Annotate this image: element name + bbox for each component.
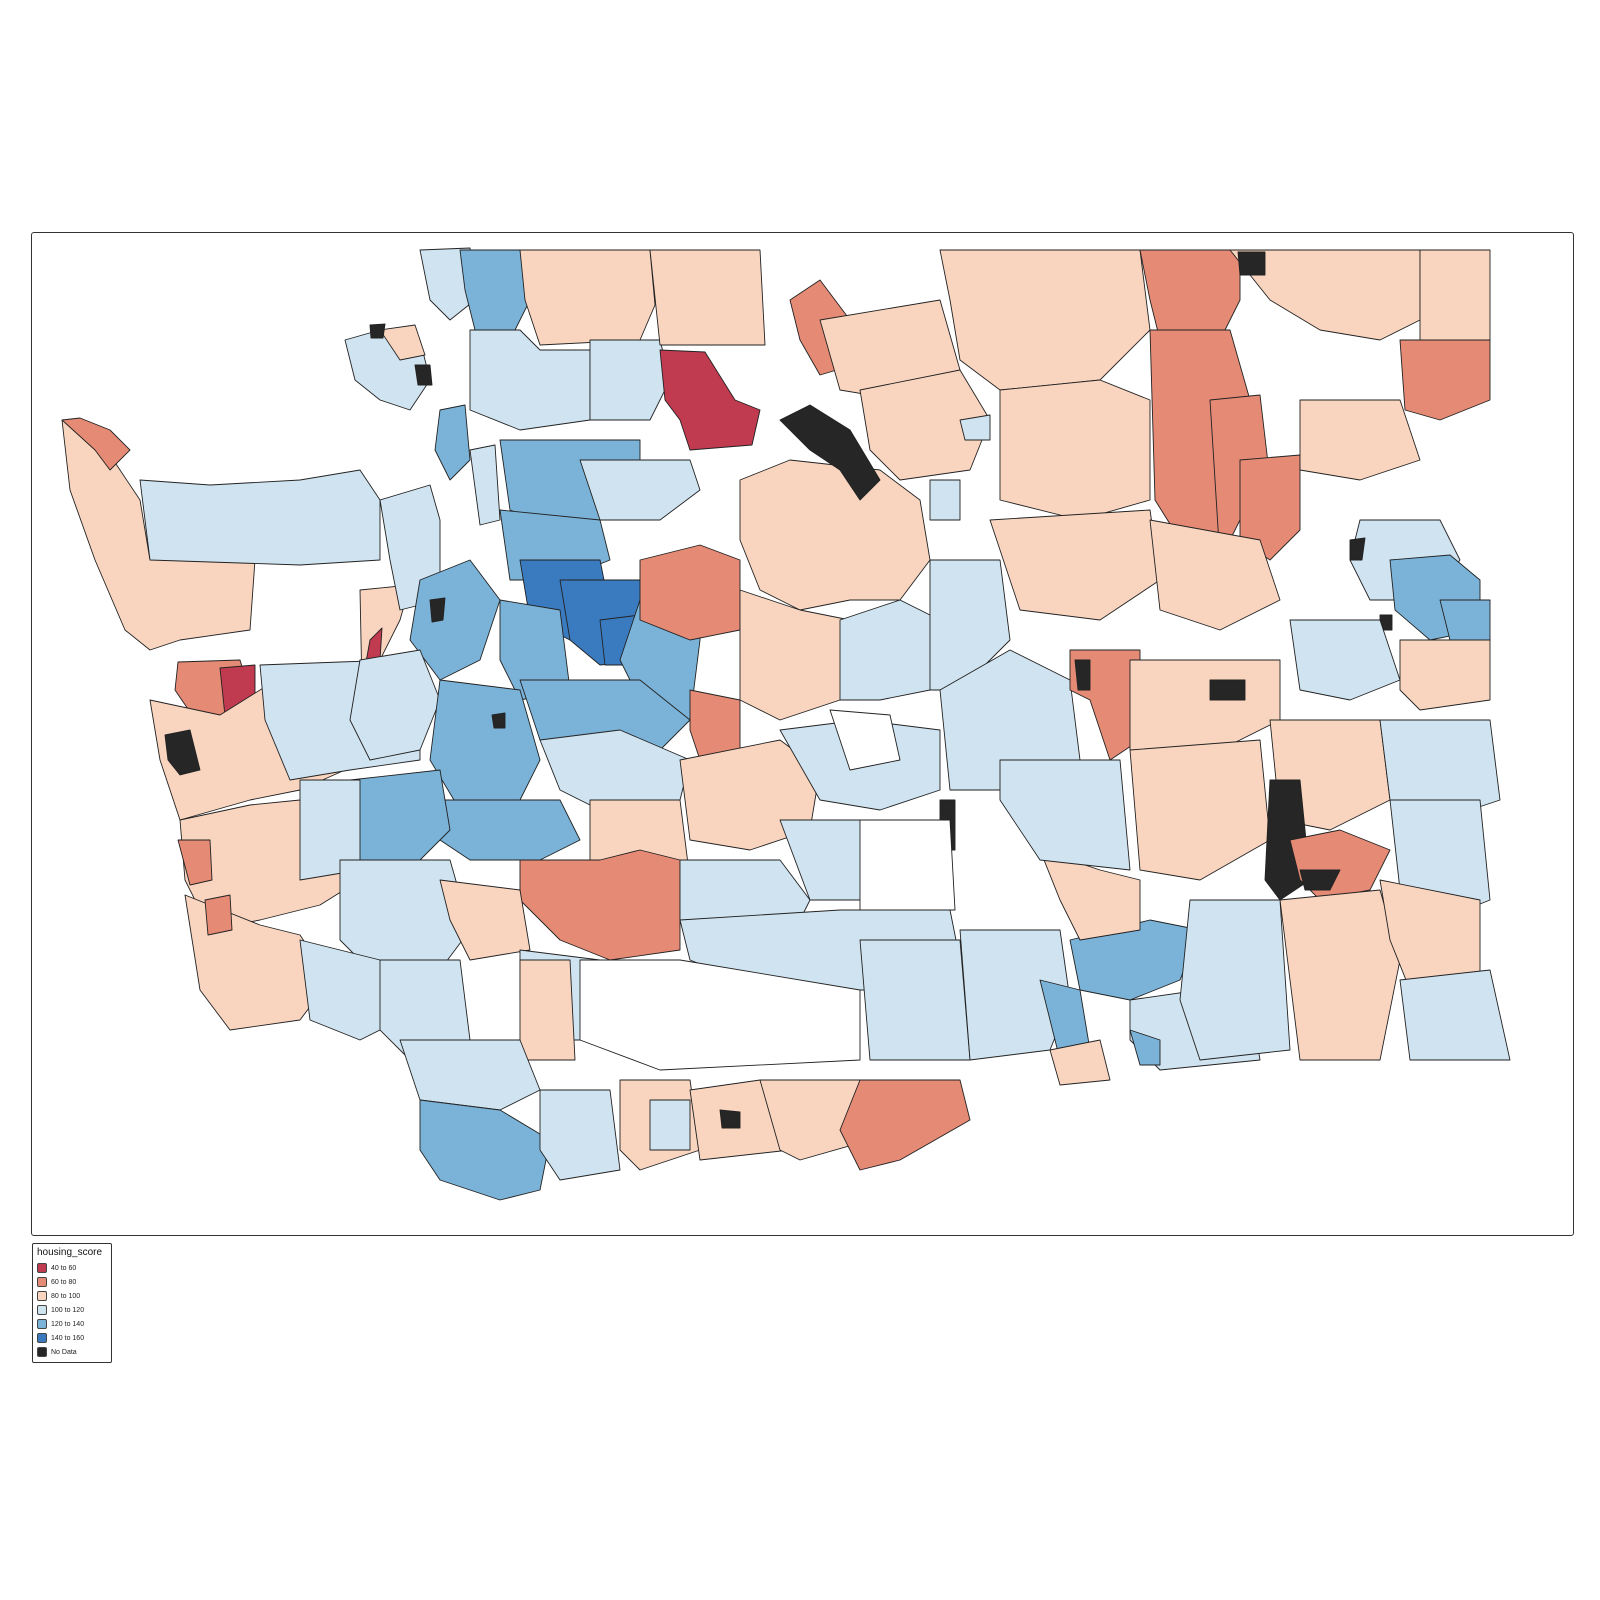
region-dayton[interactable] (1279, 889, 1401, 1061)
region-ellensburg-white (829, 709, 901, 771)
region-spokane-south[interactable] (1289, 619, 1401, 701)
region-ross-lake[interactable] (649, 249, 766, 346)
region-walla-blue[interactable] (1129, 1029, 1161, 1066)
region-lewis-central[interactable] (439, 879, 531, 961)
region-skagit-east[interactable] (589, 339, 671, 421)
legend-swatch (37, 1277, 47, 1287)
region-bainbridge[interactable] (429, 597, 446, 623)
region-stevenson[interactable] (649, 1099, 691, 1151)
region-okanogan-east[interactable] (939, 249, 1151, 391)
region-cowlitz[interactable] (399, 1039, 541, 1111)
legend-label: 60 to 80 (51, 1278, 77, 1286)
region-okanogan-central[interactable] (859, 369, 991, 481)
region-cheney[interactable] (1399, 639, 1491, 711)
legend-label: 80 to 100 (51, 1292, 81, 1300)
legend-swatch (37, 1333, 47, 1343)
region-klickitat-east[interactable] (839, 1079, 971, 1171)
legend-label: 100 to 120 (51, 1306, 85, 1314)
region-clark-east[interactable] (539, 1089, 621, 1181)
region-ferry-west[interactable] (999, 379, 1151, 521)
region-tri-cities-west[interactable] (859, 939, 971, 1061)
region-colfax-nodata[interactable] (1299, 869, 1341, 891)
region-whatcom-east[interactable] (519, 249, 656, 346)
region-snohomish-east[interactable] (579, 459, 701, 521)
region-spokane-nodata[interactable] (1349, 537, 1366, 561)
region-tacoma-nodata[interactable] (491, 712, 506, 729)
region-orcas[interactable] (379, 324, 426, 361)
region-kitsap-central[interactable] (409, 559, 501, 681)
legend-label: 120 to 140 (51, 1320, 85, 1328)
region-olympic-west[interactable] (61, 419, 256, 651)
legend-swatch (37, 1347, 47, 1357)
region-white-salmon-nodata[interactable] (719, 1109, 741, 1129)
region-adams[interactable] (1129, 739, 1271, 881)
region-deer-park[interactable] (1299, 399, 1421, 481)
region-stevens-west[interactable] (1139, 249, 1241, 341)
region-wenatchee-north[interactable] (739, 459, 931, 611)
region-bremerton[interactable] (349, 649, 441, 761)
region-ritzville-nodata[interactable] (1209, 679, 1246, 701)
legend-label: 140 to 160 (51, 1334, 85, 1342)
map-regions (61, 247, 1511, 1201)
region-naches[interactable] (519, 849, 681, 961)
region-raymond[interactable] (204, 894, 233, 936)
legend-item: 40 to 60 (37, 1261, 107, 1275)
region-grand-coulee[interactable] (929, 479, 961, 521)
legend-swatch (37, 1263, 47, 1273)
region-ocean-shores[interactable] (164, 729, 201, 776)
map-legend: housing_score 40 to 60 60 to 80 80 to 100 1… (32, 1243, 112, 1363)
region-westport[interactable] (177, 839, 213, 886)
region-camano[interactable] (469, 444, 501, 526)
legend-swatch (37, 1305, 47, 1315)
region-se-corner[interactable] (1399, 969, 1511, 1061)
region-whatcom-bellingham[interactable] (459, 249, 531, 341)
legend-item: 120 to 140 (37, 1317, 107, 1331)
region-white-pass[interactable] (519, 959, 576, 1061)
region-gifford-white (579, 959, 861, 1071)
region-metaline-nodata[interactable] (1237, 251, 1266, 276)
region-garfield[interactable] (1179, 899, 1291, 1061)
legend-item: 80 to 100 (37, 1289, 107, 1303)
legend-swatch (37, 1291, 47, 1301)
region-lincoln[interactable] (989, 509, 1161, 621)
legend-item: No Data (37, 1345, 107, 1359)
region-snoqualmie[interactable] (639, 544, 741, 641)
legend-item: 60 to 80 (37, 1275, 107, 1289)
region-ferry-blue[interactable] (959, 414, 991, 441)
legend-label: No Data (51, 1348, 77, 1356)
legend-item: 100 to 120 (37, 1303, 107, 1317)
legend-title: housing_score (37, 1247, 103, 1258)
region-olympic-north[interactable] (139, 469, 381, 566)
legend-label: 40 to 60 (51, 1264, 77, 1272)
region-walla-west[interactable] (1039, 849, 1141, 941)
region-whidbey[interactable] (434, 404, 471, 481)
region-wenatchee[interactable] (839, 599, 941, 701)
region-vancouver[interactable] (419, 1099, 551, 1201)
legend-item: 140 to 160 (37, 1331, 107, 1345)
region-stehekin[interactable] (659, 349, 761, 451)
region-pierce-south[interactable] (439, 799, 581, 861)
region-whatcom-west[interactable] (419, 247, 476, 321)
region-cape-flattery[interactable] (61, 417, 131, 471)
region-leavenworth[interactable] (739, 589, 851, 721)
region-newport[interactable] (1399, 339, 1491, 421)
region-chewelah[interactable] (1239, 454, 1301, 561)
region-yakima-white (859, 819, 956, 911)
region-sj-small[interactable] (369, 323, 386, 339)
region-lake-chelan[interactable] (779, 404, 881, 501)
region-cent-blue[interactable] (999, 759, 1131, 871)
region-odessa-nodata[interactable] (1074, 659, 1091, 691)
region-ne-corner[interactable] (1419, 249, 1491, 341)
legend-swatch (37, 1319, 47, 1329)
region-thurston[interactable] (344, 769, 451, 861)
region-skagit-west[interactable] (469, 329, 591, 431)
region-sj-nodata[interactable] (414, 364, 433, 386)
region-davenport[interactable] (1149, 519, 1281, 631)
region-columbia-south[interactable] (1049, 1039, 1111, 1086)
